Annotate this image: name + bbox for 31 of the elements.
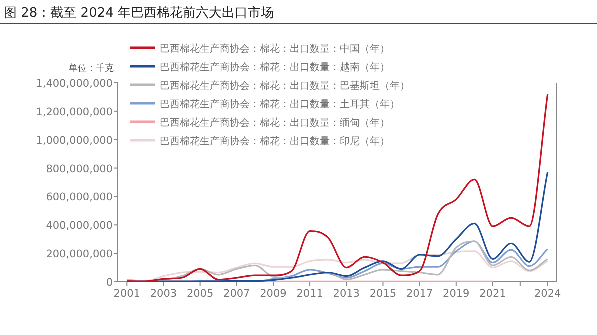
x-tick-label: 2015 [370,288,397,300]
y-tick-label: 1,000,000,000 [36,134,113,147]
line-series [126,94,549,282]
x-tick-label: 2005 [186,288,214,300]
y-tick-label: 1,400,000,000 [36,78,113,90]
x-tick-label: 2001 [114,288,141,300]
y-axis-title: 单位：千克 [69,63,114,74]
y-tick-label: 400,000,000 [46,220,113,232]
x-tick-label: 2021 [480,288,506,300]
legend-label: 巴西棉花生产商协会：棉花：出口数量：印尼（年） [160,136,390,148]
x-tick-label: 2017 [406,288,434,300]
y-tick-label: 0 [106,277,113,289]
y-tick-label: 600,000,000 [46,192,113,204]
chart-title: 图 28：截至 2024 年巴西棉花前六大出口市场 [4,6,274,21]
y-tick-label: 1,200,000,000 [36,106,113,118]
x-tick-label: 2007 [224,288,250,300]
x-tick-label: 2019 [443,288,470,300]
line-series [126,250,549,282]
legend-label: 巴西棉花生产商协会：棉花：出口数量：土耳其（年） [160,98,400,110]
legend-label: 巴西棉花生产商协会：棉花：出口数量：越南（年） [160,62,390,74]
x-tick-label: 2024 [534,288,562,300]
x-tick-label: 2009 [260,288,287,300]
legend-label: 巴西棉花生产商协会：棉花：出口数量：巴基斯坦（年） [160,80,410,92]
x-tick-label: 2011 [296,288,324,300]
x-tick-label: 2013 [333,288,360,300]
legend-label: 巴西棉花生产商协会：棉花：出口数量：缅甸（年） [160,117,390,129]
y-tick-label: 200,000,000 [46,248,113,261]
y-tick-label: 800,000,000 [46,163,113,176]
x-tick-label: 2003 [150,288,178,300]
line-series [126,171,549,283]
legend-label: 巴西棉花生产商协会：棉花：出口数量：中国（年） [160,43,390,55]
